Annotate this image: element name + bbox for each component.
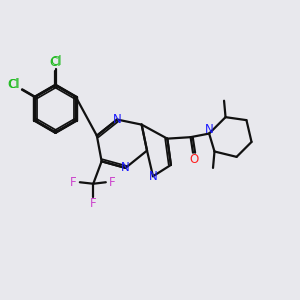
Text: O: O [190, 153, 199, 166]
Text: Cl: Cl [49, 56, 61, 69]
Text: Cl: Cl [7, 78, 19, 91]
Text: Cl: Cl [8, 78, 20, 91]
Text: N: N [148, 170, 158, 183]
Text: F: F [109, 176, 116, 189]
Text: Cl: Cl [50, 55, 62, 68]
Text: N: N [121, 161, 130, 174]
Text: N: N [113, 113, 122, 126]
Text: N: N [205, 123, 214, 136]
Text: F: F [70, 176, 76, 189]
Text: F: F [90, 197, 97, 210]
